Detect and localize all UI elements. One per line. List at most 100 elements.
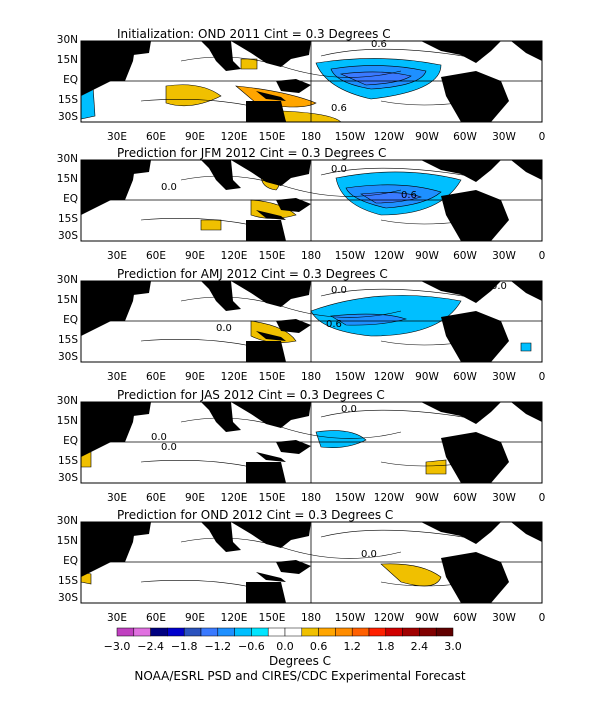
lat-label: 30N (56, 274, 78, 286)
panel-title: Prediction for AMJ 2012 Cint = 0.3 Degre… (117, 267, 388, 281)
landmass (81, 160, 136, 215)
lon-label: 150W (334, 371, 366, 383)
anomaly-region (425, 459, 447, 475)
lon-label: 150E (258, 250, 286, 262)
colorbar-swatch (435, 627, 454, 637)
lat-label: 30S (57, 472, 78, 484)
lon-label: 30W (492, 131, 516, 143)
contour-label: 0.6 (331, 103, 347, 114)
landmass (81, 402, 136, 457)
contour-label: 0.0 (361, 549, 377, 560)
colorbar-swatch (335, 627, 353, 637)
lat-label: EQ (63, 435, 78, 447)
sst-anomaly-map: 0.0 0.0 0.0 0.6 (80, 159, 543, 242)
colorbar-tick-label: −2.4 (137, 640, 164, 653)
lon-label: 60E (146, 612, 166, 624)
panel-title: Initialization: OND 2011 Cint = 0.3 Degr… (117, 27, 391, 41)
landmass (441, 552, 509, 603)
lon-label: 0 (538, 371, 546, 383)
contour-line (140, 99, 252, 107)
colorbar-tick-label: −1.2 (204, 640, 232, 653)
contour-label: 0.0 (151, 432, 167, 443)
colorbar-swatch (234, 627, 252, 637)
landmass (276, 198, 311, 212)
anomaly-region (250, 320, 297, 343)
lon-label: 90E (185, 612, 205, 624)
landmass (511, 281, 542, 301)
lon-label: 30W (492, 371, 516, 383)
landmass (81, 522, 136, 577)
colorbar-swatch (284, 627, 303, 637)
colorbar-swatch (351, 627, 370, 637)
lon-label: 120E (220, 371, 248, 383)
lon-label: 120W (373, 492, 405, 504)
lat-label: 15S (57, 455, 78, 467)
landmass (119, 41, 151, 55)
landmass (231, 281, 311, 307)
sst-anomaly-map: 0.00.00.0 0.0 (80, 401, 543, 484)
lon-label: 0 (538, 492, 546, 504)
landmass (276, 440, 311, 454)
colorbar-tick-label: 1.2 (343, 640, 361, 653)
lon-label: 60W (453, 131, 477, 143)
contour-label: 0.6 (326, 319, 342, 330)
lon-label: 120E (220, 250, 248, 262)
contour-line (140, 218, 252, 226)
lat-label: EQ (63, 193, 78, 205)
lat-label: 15N (56, 54, 78, 66)
landmass (119, 522, 151, 536)
landmass (246, 101, 286, 122)
landmass (256, 452, 286, 462)
landmass (231, 402, 311, 428)
colorbar-tick-label: 0.0 (276, 640, 294, 653)
landmass (441, 311, 509, 362)
colorbar-swatch (402, 627, 420, 637)
lat-label: EQ (63, 555, 78, 567)
contour-line (320, 529, 482, 541)
lon-label: 60E (146, 492, 166, 504)
landmass (119, 281, 151, 295)
sst-anomaly-map: 0.6 0.6 (80, 39, 543, 123)
colorbar-swatch (385, 627, 403, 637)
landmass (231, 522, 311, 548)
landmass (231, 160, 311, 186)
colorbar-tick-label: 1.8 (377, 640, 395, 653)
lon-label: 60E (146, 131, 166, 143)
lon-label: 180 (300, 492, 322, 504)
lat-label: 30S (57, 592, 78, 604)
contour-label: 0.0 (261, 532, 277, 543)
colorbar-swatch (116, 627, 135, 637)
lon-label: 0 (538, 250, 546, 262)
lon-label: 30E (107, 250, 127, 262)
lat-label: 30N (56, 515, 78, 527)
anomaly-region (315, 430, 367, 448)
contour-label: 0.0 (331, 164, 347, 175)
anomaly-region (200, 219, 222, 231)
landmass (119, 160, 151, 174)
landmass (246, 220, 286, 241)
lon-label: 60E (146, 371, 166, 383)
lon-label: 180 (300, 131, 322, 143)
footer-credit: NOAA/ESRL PSD and CIRES/CDC Experimental… (134, 669, 466, 683)
lon-label: 60E (146, 250, 166, 262)
lon-label: 150W (334, 250, 366, 262)
lon-label: 30E (107, 371, 127, 383)
contour-line (320, 409, 482, 421)
lon-label: 0 (538, 612, 546, 624)
landmass (441, 190, 509, 241)
colorbar-tick-label: −1.8 (170, 640, 198, 653)
contour-line (140, 339, 252, 347)
contour-line (140, 460, 252, 468)
lon-label: 120W (373, 612, 405, 624)
landmass (246, 582, 286, 603)
contour-label: 0.0 (491, 281, 507, 292)
lat-label: 30N (56, 395, 78, 407)
lat-label: 15S (57, 213, 78, 225)
lon-label: 120W (373, 250, 405, 262)
landmass (276, 560, 311, 574)
lon-label: 90E (185, 492, 205, 504)
landmass (421, 281, 501, 303)
sst-anomaly-map: 0.0 0.0 (80, 521, 543, 604)
contour-line (320, 167, 482, 179)
landmass (231, 41, 311, 67)
